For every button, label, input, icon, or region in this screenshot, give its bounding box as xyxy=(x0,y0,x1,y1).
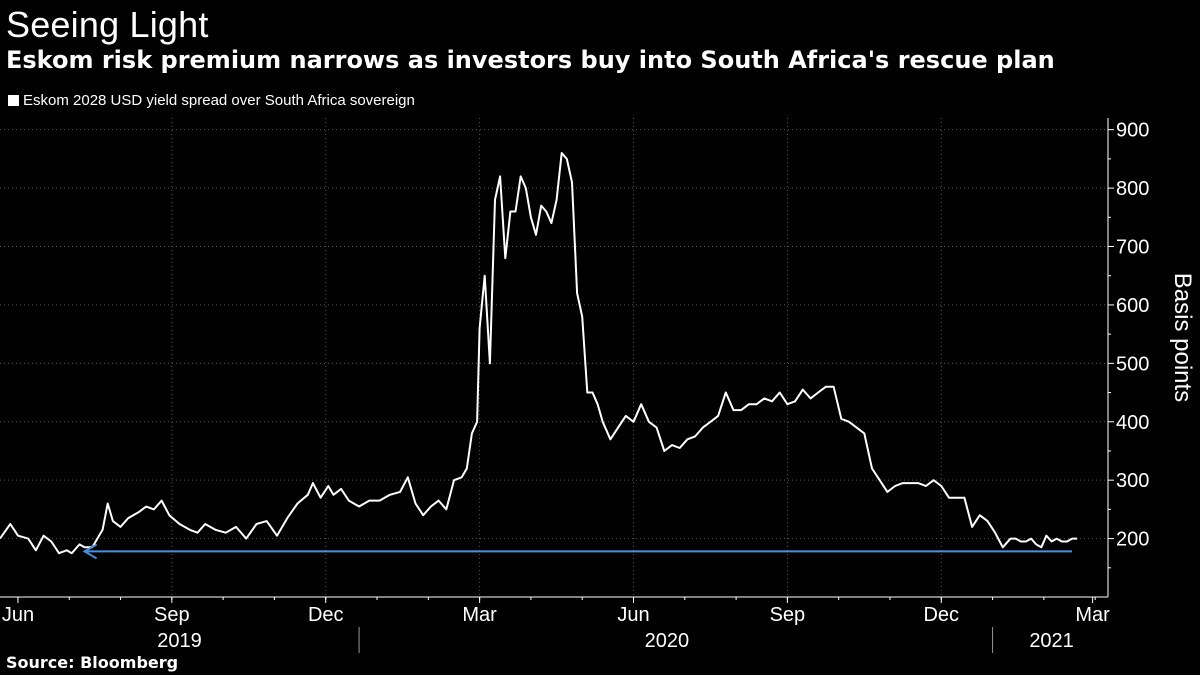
year-label-2019: 2019 xyxy=(157,630,202,652)
legend: Eskom 2028 USD yield spread over South A… xyxy=(8,92,415,109)
grid-lines xyxy=(0,118,1108,597)
x-tick-label-mar: Mar xyxy=(1075,604,1110,626)
y-tick-label-800: 800 xyxy=(1116,178,1149,200)
y-tick-label-700: 700 xyxy=(1116,237,1149,259)
series-line-0 xyxy=(0,152,1078,555)
chart-title: Seeing Light xyxy=(6,4,209,45)
legend-label: Eskom 2028 USD yield spread over South A… xyxy=(23,92,415,109)
annotation-arrow-head xyxy=(82,543,98,560)
y-axis-title: Basis points xyxy=(1169,273,1196,402)
year-label-2020: 2020 xyxy=(645,630,690,652)
y-tick-label-600: 600 xyxy=(1116,295,1149,317)
x-tick-label-dec: Dec xyxy=(308,604,344,626)
year-label-2021: 2021 xyxy=(1029,630,1074,652)
x-tick-label-jun: Jun xyxy=(617,604,649,626)
legend-swatch xyxy=(8,95,19,106)
y-tick-label-500: 500 xyxy=(1116,353,1149,375)
x-tick-label-sep: Sep xyxy=(770,604,806,626)
x-tick-label-dec: Dec xyxy=(923,604,959,626)
y-tick-label-900: 900 xyxy=(1116,120,1149,142)
y-tick-label-400: 400 xyxy=(1116,412,1149,434)
annotation-layer xyxy=(82,543,1073,560)
chart-subtitle: Eskom risk premium narrows as investors … xyxy=(6,46,1055,74)
y-tick-label-200: 200 xyxy=(1116,529,1149,551)
axes: 200 300 400 500 600 700 800 900 Jun Sep Dec Mar Jun S… xyxy=(0,118,1196,653)
source-note: Source: Bloomberg xyxy=(6,653,179,672)
x-tick-label-mar: Mar xyxy=(462,604,497,626)
x-tick-label-sep: Sep xyxy=(154,604,190,626)
y-tick-label-300: 300 xyxy=(1116,470,1149,492)
x-tick-label-jun: Jun xyxy=(2,604,34,626)
series-layer xyxy=(0,152,1078,555)
